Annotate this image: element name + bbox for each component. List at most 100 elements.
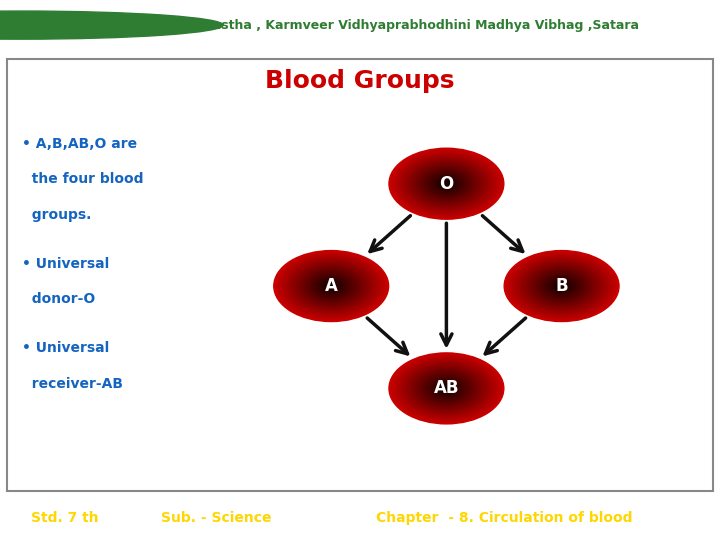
- Circle shape: [418, 370, 475, 406]
- Circle shape: [541, 274, 582, 299]
- Circle shape: [300, 267, 363, 306]
- Circle shape: [416, 370, 477, 407]
- Circle shape: [513, 256, 611, 316]
- Circle shape: [308, 272, 354, 300]
- Circle shape: [537, 271, 586, 301]
- Circle shape: [408, 160, 485, 208]
- Circle shape: [444, 182, 449, 185]
- Circle shape: [405, 158, 488, 210]
- Circle shape: [390, 149, 503, 218]
- Circle shape: [392, 355, 501, 422]
- Circle shape: [408, 364, 485, 413]
- Circle shape: [330, 285, 333, 287]
- Text: • Universal: • Universal: [22, 341, 109, 355]
- Circle shape: [281, 255, 382, 317]
- Circle shape: [559, 284, 564, 288]
- Circle shape: [410, 161, 482, 206]
- Circle shape: [409, 160, 484, 207]
- Circle shape: [428, 377, 465, 400]
- Circle shape: [328, 284, 334, 288]
- Circle shape: [325, 282, 337, 289]
- Circle shape: [549, 278, 575, 294]
- Circle shape: [530, 267, 593, 306]
- Circle shape: [301, 267, 361, 305]
- Circle shape: [321, 280, 341, 292]
- Circle shape: [297, 265, 366, 307]
- Circle shape: [432, 175, 461, 193]
- Circle shape: [531, 267, 592, 305]
- Circle shape: [320, 279, 343, 293]
- Circle shape: [284, 257, 379, 315]
- Circle shape: [433, 380, 459, 396]
- Circle shape: [412, 163, 481, 205]
- Circle shape: [521, 261, 602, 311]
- Circle shape: [396, 153, 497, 215]
- Circle shape: [520, 260, 603, 312]
- Circle shape: [526, 264, 598, 308]
- Circle shape: [540, 273, 583, 299]
- Text: B: B: [555, 277, 568, 295]
- Circle shape: [395, 356, 498, 420]
- Circle shape: [406, 363, 487, 413]
- Circle shape: [298, 266, 364, 307]
- Circle shape: [275, 252, 387, 321]
- Circle shape: [436, 382, 456, 395]
- Circle shape: [416, 165, 477, 202]
- Circle shape: [539, 272, 585, 300]
- Circle shape: [423, 170, 469, 198]
- Circle shape: [400, 360, 492, 417]
- Circle shape: [279, 254, 383, 318]
- Circle shape: [527, 265, 596, 307]
- Circle shape: [397, 153, 495, 214]
- Circle shape: [524, 263, 599, 309]
- Circle shape: [393, 355, 500, 421]
- Text: O: O: [439, 175, 454, 193]
- Circle shape: [436, 178, 456, 190]
- Circle shape: [543, 274, 580, 298]
- Circle shape: [420, 168, 472, 200]
- Circle shape: [312, 274, 350, 298]
- Circle shape: [544, 275, 579, 296]
- Circle shape: [406, 159, 487, 208]
- Text: Std. 7 th: Std. 7 th: [31, 511, 99, 524]
- Circle shape: [426, 376, 467, 401]
- Text: Blood Groups: Blood Groups: [265, 69, 455, 93]
- Circle shape: [508, 253, 615, 319]
- Circle shape: [304, 269, 359, 303]
- Circle shape: [395, 152, 498, 215]
- Circle shape: [422, 373, 471, 403]
- Text: AB: AB: [433, 380, 459, 397]
- Circle shape: [405, 363, 488, 414]
- Circle shape: [314, 275, 348, 296]
- Circle shape: [323, 281, 340, 292]
- Circle shape: [429, 378, 464, 399]
- Circle shape: [291, 261, 372, 311]
- Circle shape: [307, 271, 356, 301]
- Circle shape: [553, 281, 570, 292]
- Text: • A,B,AB,O are: • A,B,AB,O are: [22, 137, 137, 151]
- Circle shape: [410, 366, 482, 410]
- Circle shape: [276, 252, 386, 320]
- Circle shape: [528, 266, 595, 307]
- Circle shape: [422, 168, 471, 199]
- Text: donor-O: donor-O: [22, 292, 95, 306]
- Circle shape: [419, 372, 474, 405]
- Circle shape: [511, 255, 612, 317]
- Circle shape: [425, 171, 468, 197]
- Circle shape: [547, 277, 576, 295]
- Circle shape: [287, 259, 376, 314]
- Circle shape: [516, 258, 608, 314]
- Text: A: A: [325, 277, 338, 295]
- Circle shape: [294, 263, 369, 309]
- Circle shape: [536, 270, 588, 302]
- Circle shape: [442, 386, 451, 391]
- Circle shape: [317, 277, 346, 295]
- Circle shape: [444, 387, 449, 390]
- Circle shape: [311, 274, 351, 299]
- Circle shape: [441, 385, 452, 392]
- Circle shape: [557, 284, 566, 289]
- Circle shape: [397, 358, 495, 419]
- Circle shape: [507, 252, 616, 320]
- Circle shape: [514, 257, 609, 315]
- Circle shape: [428, 172, 465, 195]
